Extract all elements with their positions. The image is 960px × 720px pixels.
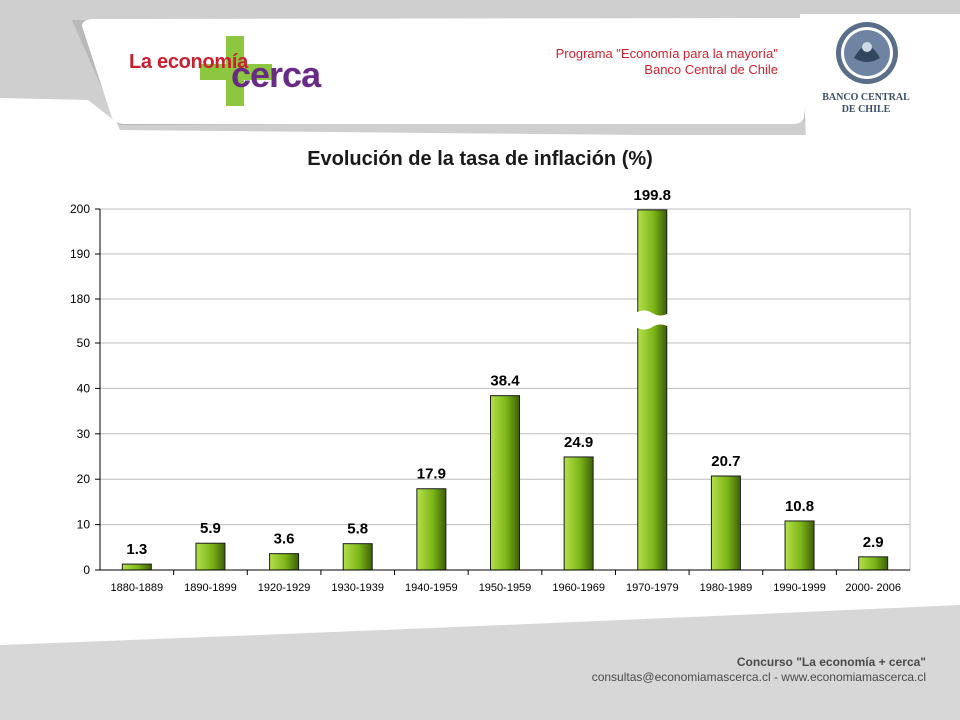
bar	[269, 553, 300, 571]
data-label: 10.8	[785, 498, 814, 515]
x-tick-label: 1990-1999	[773, 582, 826, 594]
data-label: 24.9	[564, 434, 593, 451]
data-label: 5.8	[347, 521, 368, 538]
data-label: 3.6	[274, 531, 295, 548]
logo-text-top: La economía	[129, 51, 248, 73]
chart-title: Evolución de la tasa de inflación (%)	[307, 148, 653, 170]
bar	[784, 520, 815, 571]
x-tick-label: 1960-1969	[552, 582, 605, 594]
x-tick-label: 1950-1959	[479, 582, 532, 594]
bank-seal-icon	[836, 22, 898, 84]
bar	[416, 488, 447, 571]
y-tick-label: 0	[83, 563, 90, 577]
x-tick-label: 1980-1989	[700, 582, 753, 594]
bar	[858, 556, 889, 571]
footer-band	[0, 605, 960, 720]
y-tick-label: 10	[77, 518, 91, 532]
contact-info: consultas@economiamascerca.cl - www.econ…	[591, 670, 926, 684]
x-tick-label: 2000- 2006	[845, 582, 901, 594]
x-tick-label: 1970-1979	[626, 582, 679, 594]
x-tick-label: 1880-1889	[111, 582, 164, 594]
bar	[563, 456, 594, 571]
data-label: 1.3	[126, 541, 147, 558]
data-label: 2.9	[863, 534, 884, 551]
bar	[710, 475, 741, 571]
x-tick-label: 1920-1929	[258, 582, 311, 594]
bank-name: BANCO CENTRAL DE CHILE	[816, 92, 916, 116]
bar	[490, 395, 520, 571]
bar	[637, 209, 668, 571]
logo-text-bottom: cerca	[231, 54, 321, 95]
y-tick-label: 30	[77, 427, 91, 441]
y-tick-label: 20	[77, 472, 91, 486]
data-label: 38.4	[490, 373, 520, 390]
data-label: 17.9	[417, 466, 446, 483]
bank-name-line2: DE CHILE	[841, 104, 891, 115]
y-tick-label: 50	[77, 336, 91, 350]
bar	[342, 543, 373, 571]
plus-logo-icon	[200, 36, 272, 106]
bar	[121, 563, 152, 571]
bank-name-line1: BANCO CENTRAL	[822, 92, 910, 103]
data-label: 20.7	[711, 453, 740, 470]
data-label: 199.8	[633, 187, 671, 204]
data-label: 5.9	[200, 520, 221, 537]
program-name: Programa "Economía para la mayoría" Banc…	[556, 46, 778, 78]
y-tick-label: 40	[77, 381, 91, 395]
x-tick-label: 1940-1959	[405, 582, 458, 594]
bar	[195, 542, 226, 571]
y-tick-label: 200	[70, 202, 90, 216]
program-subtitle: Banco Central de Chile	[644, 62, 778, 77]
y-tick-label: 190	[70, 247, 90, 261]
x-tick-label: 1890-1899	[184, 582, 237, 594]
axis-break-marker	[635, 310, 669, 330]
y-tick-label: 180	[70, 292, 90, 306]
contest-name: Concurso "La economía + cerca"	[736, 655, 926, 669]
x-tick-label: 1930-1939	[331, 582, 384, 594]
program-title: Programa "Economía para la mayoría"	[555, 46, 778, 61]
